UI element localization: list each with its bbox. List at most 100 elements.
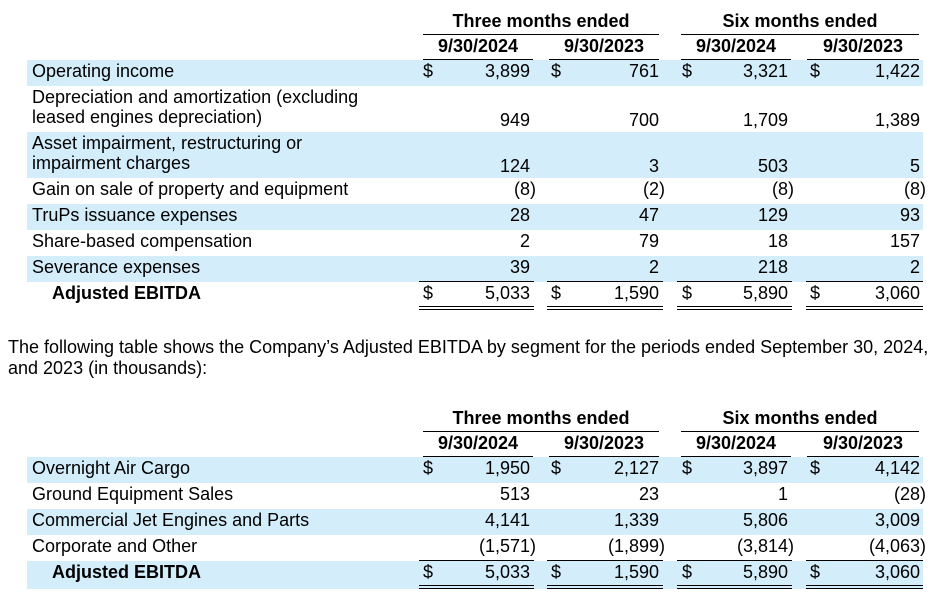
- date-column-header: 9/30/2024: [437, 433, 519, 453]
- currency-symbol: $: [810, 562, 821, 582]
- currency-symbol: $: [551, 458, 562, 478]
- row-label: TruPs issuance expenses: [32, 205, 237, 225]
- value-cell: (3,814): [736, 536, 794, 556]
- table-row: Depreciation and amortization (excluding…: [27, 86, 923, 132]
- total-double-rule: [547, 585, 663, 589]
- value-cell: (28): [893, 484, 926, 504]
- total-double-rule: [677, 306, 792, 310]
- header-underline: [807, 59, 919, 60]
- row-label-line: Operating income: [32, 61, 175, 81]
- header-underline: [423, 456, 533, 457]
- value-cell: 2: [648, 257, 659, 277]
- date-column-header: 9/30/2023: [822, 36, 904, 56]
- total-label: Adjusted EBITDA: [52, 283, 202, 303]
- row-label-line: Asset impairment, restructuring or: [32, 133, 303, 153]
- total-top-rule: [419, 281, 534, 282]
- ebitda-by-segment-table: Three months ended Six months ended 9/30/2…: [27, 407, 926, 589]
- currency-symbol: $: [682, 61, 693, 81]
- value-cell: 4,141: [484, 510, 530, 530]
- value-cell: 3,321: [742, 61, 788, 81]
- value-cell: 39: [509, 257, 530, 277]
- currency-symbol: $: [423, 458, 434, 478]
- value-cell: 5,806: [742, 510, 788, 530]
- total-value: 3,060: [874, 562, 920, 582]
- value-cell: (8): [904, 179, 926, 199]
- value-cell: 949: [499, 110, 530, 130]
- header-underline: [681, 34, 919, 35]
- value-cell: 2: [909, 257, 920, 277]
- row-label: Overnight Air Cargo: [32, 458, 190, 478]
- header-row: Three months ended Six months ended 9/30/2…: [27, 10, 923, 60]
- value-cell: 2: [519, 231, 530, 251]
- total-value: 3,060: [874, 283, 920, 303]
- value-cell: 2,127: [613, 458, 659, 478]
- total-value: 5,033: [484, 283, 530, 303]
- table-row: TruPs issuance expenses 28 47 129 93: [27, 204, 923, 230]
- header-underline: [423, 59, 533, 60]
- date-column-header: 9/30/2024: [695, 433, 777, 453]
- currency-symbol: $: [682, 283, 693, 303]
- header-row: Three months ended Six months ended 9/30/2…: [27, 407, 923, 457]
- table-row: Commercial Jet Engines and Parts 4,141 1,3…: [27, 509, 923, 535]
- value-cell: 700: [628, 110, 659, 130]
- row-label-line: Commercial Jet Engines and Parts: [32, 510, 310, 530]
- row-label-line: impairment charges: [32, 153, 191, 173]
- header-underline: [681, 59, 791, 60]
- row-label: Share-based compensation: [32, 231, 252, 251]
- header-underline: [423, 34, 659, 35]
- header-underline: [549, 59, 659, 60]
- header-underline: [681, 431, 919, 432]
- row-label: Commercial Jet Engines and Parts: [32, 510, 309, 530]
- value-cell: (1,571): [478, 536, 536, 556]
- value-cell: (4,063): [868, 536, 926, 556]
- total-row: Adjusted EBITDA $5,033 $1,590 $5,890 $3,060: [27, 560, 923, 589]
- row-label-line: Gain on sale of property and equipment: [32, 179, 349, 199]
- value-cell: 1,950: [484, 458, 530, 478]
- currency-symbol: $: [810, 61, 821, 81]
- row-label-line: TruPs issuance expenses: [32, 205, 238, 225]
- total-value: 1,590: [613, 562, 659, 582]
- total-value: 1,590: [613, 283, 659, 303]
- row-label: Severance expenses: [32, 257, 200, 277]
- total-double-rule: [806, 306, 923, 310]
- value-cell: 4,142: [874, 458, 920, 478]
- row-label-line: Overnight Air Cargo: [32, 458, 191, 478]
- currency-symbol: $: [810, 283, 821, 303]
- total-value: 5,890: [742, 562, 788, 582]
- currency-symbol: $: [423, 562, 434, 582]
- value-cell: (8): [772, 179, 794, 199]
- table-row: Asset impairment, restructuring or impair…: [27, 132, 923, 178]
- currency-symbol: $: [682, 458, 693, 478]
- column-group-header: Six months ended: [722, 408, 878, 428]
- row-label-line: leased engines depreciation): [32, 107, 263, 127]
- row-label: Operating income: [32, 61, 174, 81]
- table-row: Ground Equipment Sales 513 23 1 (28): [27, 483, 926, 509]
- date-column-header: 9/30/2023: [563, 433, 645, 453]
- currency-symbol: $: [423, 61, 434, 81]
- header-underline: [807, 456, 919, 457]
- total-label: Adjusted EBITDA: [52, 562, 202, 582]
- total-row: Adjusted EBITDA $5,033 $1,590 $5,890 $3,060: [27, 281, 923, 310]
- value-cell: 218: [757, 257, 788, 277]
- value-cell: 3,897: [742, 458, 788, 478]
- currency-symbol: $: [810, 458, 821, 478]
- value-cell: 1: [777, 484, 788, 504]
- table-row: Share-based compensation 2 79 18 157: [27, 230, 923, 256]
- value-cell: 1,422: [874, 61, 920, 81]
- header-underline: [549, 456, 659, 457]
- total-double-rule: [419, 306, 534, 310]
- header-underline: [681, 456, 791, 457]
- total-value: 5,033: [484, 562, 530, 582]
- column-group-header: Six months ended: [722, 11, 878, 31]
- ebitda-reconciliation-table: Three months ended Six months ended 9/30/2…: [27, 10, 926, 310]
- table-row: Gain on sale of property and equipment (8…: [27, 178, 926, 204]
- total-value: 5,890: [742, 283, 788, 303]
- table-row: Corporate and Other (1,571) (1,899) (3,814)…: [27, 535, 926, 561]
- currency-symbol: $: [423, 283, 434, 303]
- date-column-header: 9/30/2024: [695, 36, 777, 56]
- total-double-rule: [547, 306, 663, 310]
- table-row: Severance expenses 39 2 218 2: [27, 256, 923, 282]
- total-top-rule: [419, 560, 534, 561]
- value-cell: 3,009: [874, 510, 920, 530]
- value-cell: 1,709: [742, 110, 788, 130]
